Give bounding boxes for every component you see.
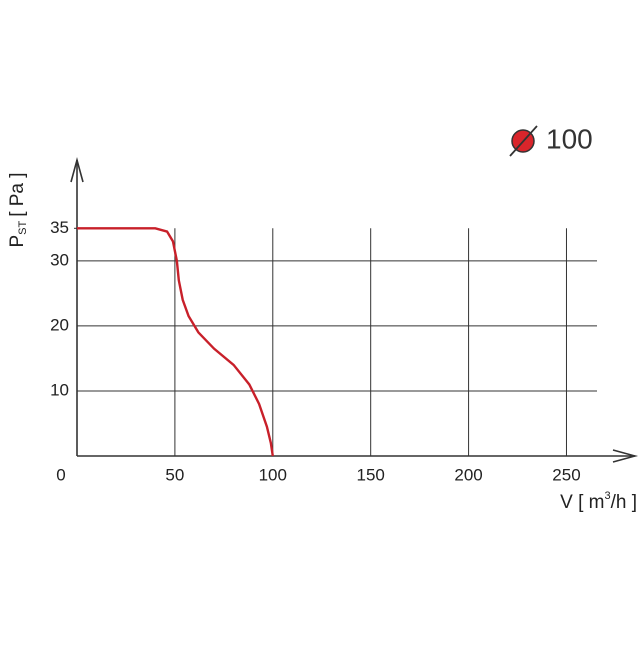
y-tick-label: 30 xyxy=(50,250,69,269)
x-axis-label: V [ m3/h ] xyxy=(560,490,637,513)
x-label-unit: /h ] xyxy=(611,492,637,513)
legend-slash xyxy=(509,125,538,157)
legend-label: 100 xyxy=(546,123,593,154)
x-axis-arrow xyxy=(612,449,639,463)
x-label-main: V [ m xyxy=(560,492,604,513)
y-axis-arrow xyxy=(70,156,84,183)
x-tick-label: 100 xyxy=(259,465,287,484)
legend: 100 xyxy=(509,123,593,157)
x-tick-label: 50 xyxy=(165,465,184,484)
x-tick-label: 200 xyxy=(454,465,482,484)
x-tick-label: 150 xyxy=(356,465,384,484)
x-label-sup: 3 xyxy=(604,490,610,502)
x-tick-label: 250 xyxy=(552,465,580,484)
x-tick-label: 0 xyxy=(56,465,65,484)
y-label-main: P xyxy=(7,235,28,248)
y-tick-label: 10 xyxy=(50,380,69,399)
y-tick-label: 35 xyxy=(50,218,69,237)
series-line xyxy=(77,227,274,457)
y-label-unit: [ Pa ] xyxy=(7,172,28,216)
y-label-sub: ST xyxy=(17,221,29,235)
y-axis-label: PST [ Pa ] xyxy=(7,172,29,247)
y-tick-label: 20 xyxy=(50,315,69,334)
